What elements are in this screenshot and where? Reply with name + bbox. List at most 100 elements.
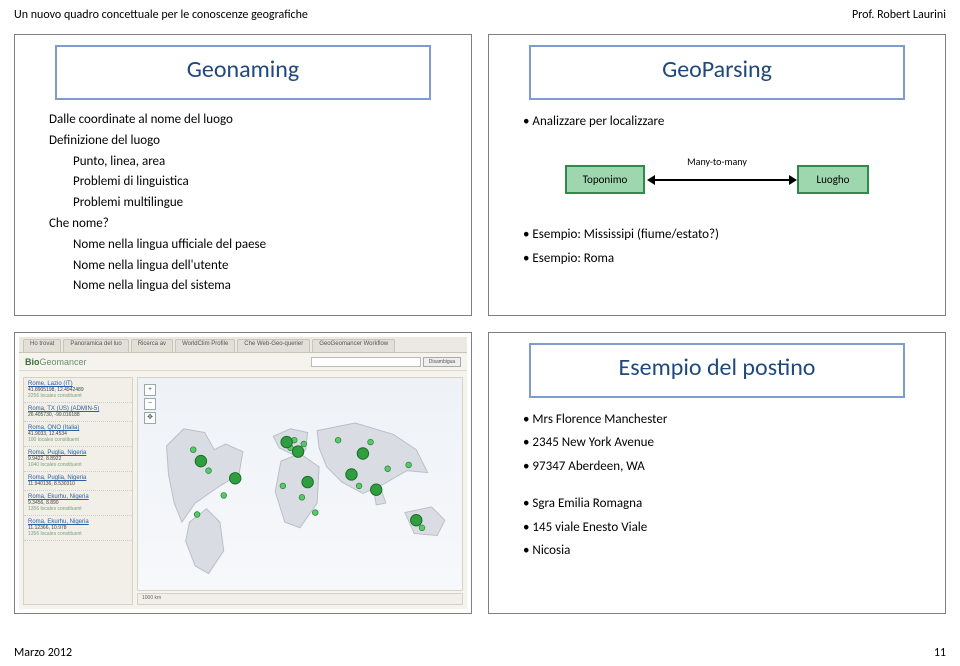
bullet-item: 145 viale Enesto Viale	[523, 516, 931, 539]
pan-button[interactable]: ✥	[144, 412, 156, 424]
map-marker-small[interactable]	[406, 462, 412, 468]
entry-coords: 11.940136, 8.530310	[28, 481, 128, 487]
app-logo: BioGeomancer	[25, 357, 87, 367]
map-marker-large[interactable]	[281, 436, 292, 447]
map-marker-small[interactable]	[299, 494, 305, 500]
result-entry[interactable]: Roma, TX (US) (ADMIN-5)26.405730, -99.01…	[24, 403, 132, 422]
map-marker-large[interactable]	[229, 473, 240, 484]
address-block-a: Mrs Florence Manchester2345 New York Ave…	[503, 408, 931, 478]
body-line: Problemi multilingue	[49, 193, 441, 214]
map-tools: + − ✥	[144, 384, 156, 424]
header-right: Prof. Robert Laurini	[852, 8, 946, 22]
tab-bar: Ho trovatPanoramica del luoRicerca avWor…	[19, 337, 467, 353]
slide-map: Ho trovatPanoramica del luoRicerca avWor…	[14, 332, 472, 614]
map-marker-small[interactable]	[312, 510, 318, 516]
map-marker-small[interactable]	[335, 437, 341, 443]
map-marker-large[interactable]	[292, 446, 303, 457]
map-marker-large[interactable]	[302, 476, 313, 487]
map-marker-small[interactable]	[221, 493, 227, 499]
body-lines: Dalle coordinate al nome del luogoDefini…	[29, 110, 457, 297]
tab[interactable]: Panoramica del luo	[63, 339, 128, 352]
bullet-item: Mrs Florence Manchester	[523, 408, 931, 431]
map-marker-small[interactable]	[194, 512, 200, 518]
tab[interactable]: WorldClim Profile	[175, 339, 235, 352]
scale-label: 1000 km	[142, 595, 161, 601]
footer-left: Marzo 2012	[14, 646, 72, 660]
spacer	[503, 478, 931, 492]
body-line: Nome nella lingua del sistema	[49, 276, 441, 297]
world-map[interactable]: + − ✥	[137, 377, 463, 591]
address-block-b: Sgra Emilia Romagna145 viale Enesto Vial…	[503, 492, 931, 562]
map-marker-small[interactable]	[368, 439, 374, 445]
footer-right: 11	[934, 646, 946, 660]
body-line: Punto, linea, area	[49, 152, 441, 173]
result-entry[interactable]: Rome, Lazio (IT)41.8905198, 12.494248922…	[24, 378, 132, 403]
map-marker-large[interactable]	[346, 469, 357, 480]
entry-meta: 1040 locales constituent	[28, 462, 128, 468]
node-toponimo: Toponimo	[565, 165, 645, 194]
continent-shape	[275, 454, 319, 528]
map-marker-small[interactable]	[385, 466, 391, 472]
logo-geo: Geomancer	[40, 357, 87, 367]
result-entry[interactable]: Roma, Ekurhu, Nigeria11.12366, 10.978135…	[24, 516, 132, 541]
entry-meta: 1356 locales constituent	[28, 531, 128, 537]
body-line: Problemi di linguistica	[49, 172, 441, 193]
map-marker-large[interactable]	[371, 484, 382, 495]
body-line: Che nome?	[49, 214, 441, 235]
map-marker-large[interactable]	[357, 448, 368, 459]
result-entry[interactable]: Roma, Ekurhu, Nigeria9.3456, 8.8901356 l…	[24, 491, 132, 516]
tab[interactable]: Che Web-Geo-querier	[237, 339, 310, 352]
disambiguate-button[interactable]: Disambigua	[423, 357, 461, 367]
slide-geonaming: Geonaming Dalle coordinate al nome del l…	[14, 34, 472, 316]
map-marker-small[interactable]	[301, 441, 307, 447]
slide-title: Esempio del postino	[541, 353, 893, 382]
bullet-item: Esempio: Roma	[523, 247, 931, 270]
title-frame: GeoParsing	[529, 45, 905, 100]
toolbar: BioGeomancer Disambigua	[19, 353, 467, 371]
node-luogo: Luogho	[797, 165, 869, 194]
page-footer: Marzo 2012 11	[14, 646, 946, 660]
bidir-arrow	[653, 179, 791, 181]
diagram: Many-to-many Toponimo Luogho	[503, 141, 931, 219]
bullet-item: Esempio: Mississipi (fiume/estato?)	[523, 223, 931, 246]
tab[interactable]: GeoGeomancer Workflow	[312, 339, 395, 352]
entry-meta: 100 locales constituent	[28, 437, 128, 443]
map-marker-large[interactable]	[195, 455, 206, 466]
result-entry[interactable]: Roma, Puglia, Nigeria9.9422, 8.89221040 …	[24, 447, 132, 472]
body-line: Nome nella lingua dell'utente	[49, 256, 441, 277]
bullet-item: Analizzare per localizzare	[523, 110, 931, 133]
body-line: Definizione del luogo	[49, 131, 441, 152]
bullet-item: Sgra Emilia Romagna	[523, 492, 931, 515]
tab[interactable]: Ricerca av	[131, 339, 173, 352]
slides-grid: Geonaming Dalle coordinate al nome del l…	[14, 34, 946, 614]
zoom-in-button[interactable]: +	[144, 384, 156, 396]
page-header: Un nuovo quadro concettuale per le conos…	[14, 8, 946, 22]
title-frame: Geonaming	[55, 45, 431, 100]
map-marker-small[interactable]	[280, 483, 286, 489]
map-marker-small[interactable]	[419, 525, 425, 531]
search-input[interactable]	[311, 357, 421, 367]
bullet-item: 97347 Aberdeen, WA	[523, 455, 931, 478]
slide-geoparsing: GeoParsing Analizzare per localizzare Ma…	[488, 34, 946, 316]
body-line: Nome nella lingua ufficiale del paese	[49, 235, 441, 256]
slide-title: GeoParsing	[541, 55, 893, 84]
result-entry[interactable]: Roma, Puglia, Nigeria11.940136, 8.530310	[24, 472, 132, 491]
header-left: Un nuovo quadro concettuale per le conos…	[14, 8, 308, 22]
bullets-bottom: Esempio: Mississipi (fiume/estato?)Esemp…	[503, 223, 931, 270]
results-panel: Rome, Lazio (IT)41.8905198, 12.494248922…	[23, 377, 133, 605]
map-marker-small[interactable]	[206, 468, 212, 474]
tab[interactable]: Ho trovat	[23, 339, 61, 352]
entry-coords: 26.405730, -99.016188	[28, 412, 128, 418]
logo-bio: Bio	[25, 357, 40, 367]
entry-meta: 1356 locales constituent	[28, 506, 128, 512]
map-marker-small[interactable]	[356, 483, 362, 489]
result-entry[interactable]: Roma, QNO (Italia)41.9033, 12.4534100 lo…	[24, 422, 132, 447]
map-marker-small[interactable]	[190, 447, 196, 453]
map-marker-large[interactable]	[411, 514, 422, 525]
zoom-out-button[interactable]: −	[144, 398, 156, 410]
continent-shape	[317, 423, 428, 494]
map-svg	[138, 378, 462, 590]
bullets-top: Analizzare per localizzare	[503, 110, 931, 133]
bullet-item: 2345 New York Avenue	[523, 431, 931, 454]
scale-bar: 1000 km	[137, 593, 463, 605]
